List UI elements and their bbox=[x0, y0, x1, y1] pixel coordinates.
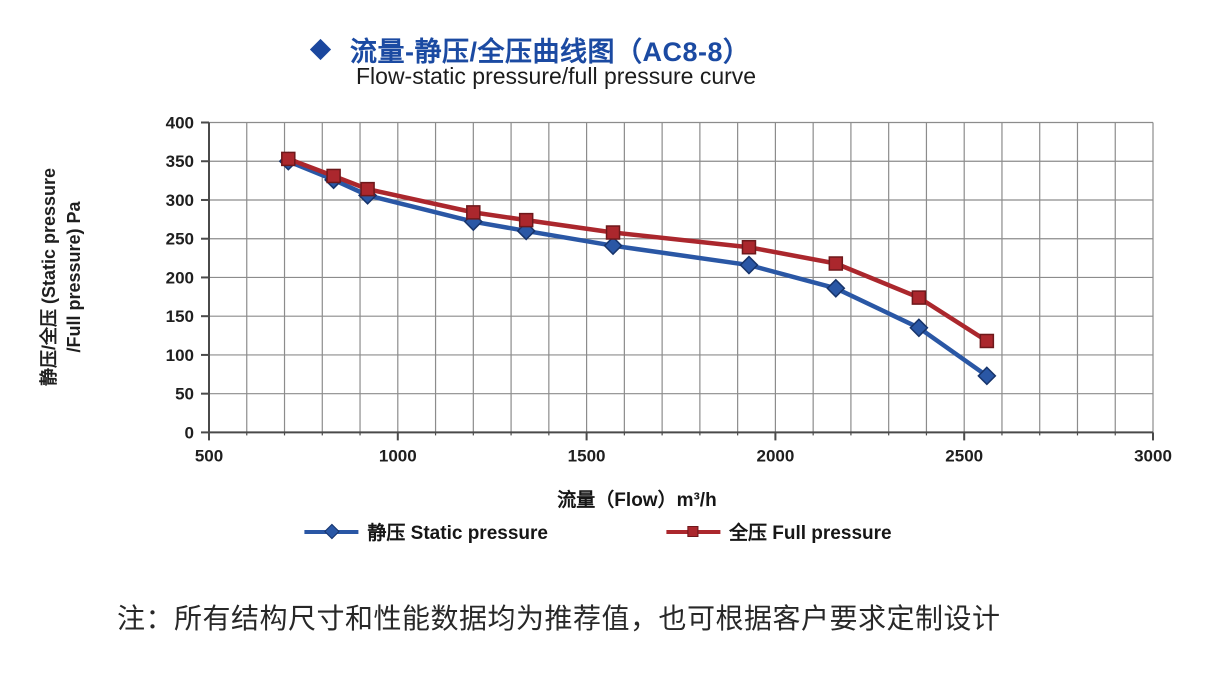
x-tick-label: 2500 bbox=[945, 446, 983, 465]
legend-item-static-pressure: 静压 Static pressure bbox=[304, 518, 548, 545]
legend-item-full-pressure: 全压 Full pressure bbox=[665, 518, 892, 545]
y-tick-label: 300 bbox=[166, 191, 194, 210]
static-pressure-point bbox=[739, 255, 759, 275]
full-pressure-point bbox=[828, 256, 844, 271]
chart-plot-area: 0 50 100 150 200 250 300 350 400 500 1000 1500 2000 2… bbox=[0, 95, 1223, 475]
full-pressure-point bbox=[911, 290, 927, 305]
full-pressure-point bbox=[326, 168, 341, 184]
static-pressure-swatch bbox=[304, 522, 359, 542]
full-pressure-point bbox=[281, 151, 296, 167]
y-tick-label: 350 bbox=[166, 152, 194, 171]
chart-svg: 0 50 100 150 200 250 300 350 400 500 1000 1500 2000 2… bbox=[166, 114, 1172, 466]
y-axis-title: 静压/全压 (Static pressure /Full pressure) P… bbox=[37, 168, 87, 386]
legend: 静压 Static pressure 全压 Full pressure bbox=[304, 518, 892, 545]
static-pressure-point bbox=[909, 318, 929, 338]
square-marker-icon bbox=[687, 526, 699, 537]
chart-title-en: Flow-static pressure/full pressure curve bbox=[356, 63, 757, 89]
full-pressure-line bbox=[286, 156, 990, 344]
full-pressure-point bbox=[360, 181, 375, 197]
diamond-bullet-icon bbox=[309, 38, 332, 61]
full-pressure-swatch bbox=[665, 522, 720, 542]
static-pressure-point bbox=[977, 366, 997, 386]
diamond-marker-icon bbox=[323, 523, 340, 540]
chart-title-zh: 流量-静压/全压曲线图（AC8-8） bbox=[350, 37, 751, 67]
x-axis-title: 流量（Flow）m³/h bbox=[557, 490, 717, 511]
footnote: 注：所有结构尺寸和性能数据均为推荐值，也可根据客户要求定制设计 bbox=[117, 603, 1001, 634]
y-tick-label: 250 bbox=[166, 230, 194, 249]
y-tick-label: 100 bbox=[166, 346, 194, 365]
full-pressure-point bbox=[518, 212, 534, 228]
full-pressure-point bbox=[605, 225, 621, 240]
y-tick-label: 400 bbox=[166, 114, 194, 133]
y-axis-title-line1: 静压/全压 (Static pressure bbox=[39, 167, 59, 387]
x-tick-label: 1000 bbox=[379, 446, 417, 465]
full-pressure-point bbox=[741, 239, 757, 255]
static-pressure-point bbox=[826, 278, 846, 298]
legend-label-static: 静压 Static pressure bbox=[367, 523, 548, 544]
y-tick-label: 50 bbox=[175, 385, 194, 404]
x-tick-label: 500 bbox=[195, 446, 223, 465]
chart-title-row: 流量-静压/全压曲线图（AC8-8） bbox=[309, 30, 751, 69]
y-tick-label: 200 bbox=[166, 268, 194, 287]
legend-label-full: 全压 Full pressure bbox=[728, 523, 892, 544]
y-tick-label: 150 bbox=[166, 307, 194, 326]
y-tick-label: 0 bbox=[185, 423, 194, 442]
static-pressure-line bbox=[286, 158, 990, 379]
y-axis-title-line2: /Full pressure) Pa bbox=[64, 201, 84, 353]
x-tick-label: 3000 bbox=[1134, 446, 1172, 465]
x-tick-label: 2000 bbox=[756, 446, 794, 465]
full-pressure-point bbox=[979, 333, 995, 349]
x-tick-label: 1500 bbox=[568, 446, 606, 465]
static-pressure-point bbox=[603, 236, 623, 256]
full-pressure-point bbox=[466, 205, 481, 220]
